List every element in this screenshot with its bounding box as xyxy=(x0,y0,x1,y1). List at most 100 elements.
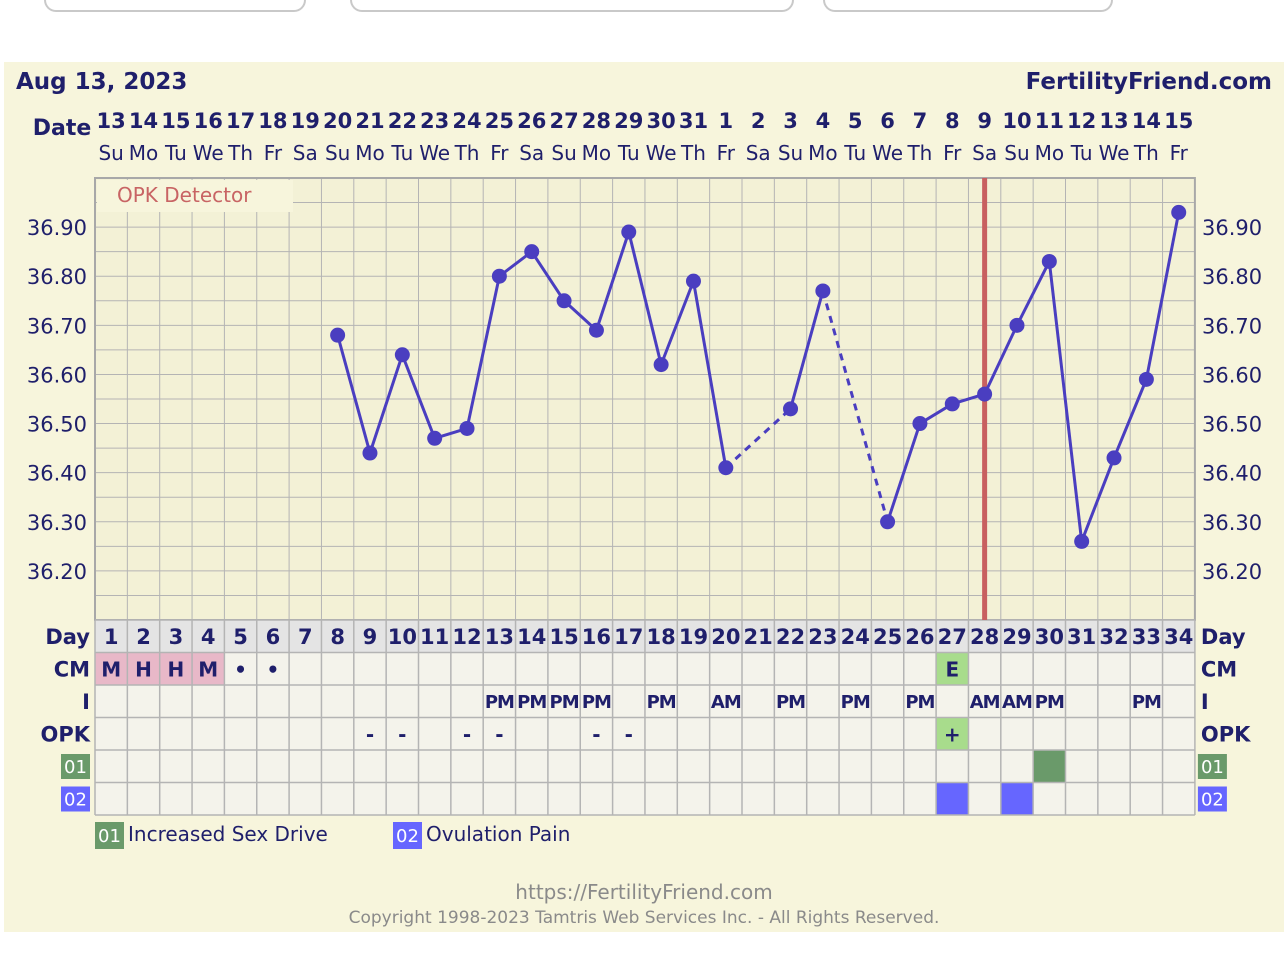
temperature-point xyxy=(653,357,669,373)
weekday-tick-label: Tu xyxy=(164,141,187,165)
intercourse-value: AM xyxy=(711,692,741,713)
cycle-day-label: 26 xyxy=(905,625,934,649)
custom02-cell xyxy=(1000,782,1034,815)
cm-value: M xyxy=(198,658,218,682)
temperature-point xyxy=(685,273,701,289)
weekday-tick-label: Su xyxy=(551,141,576,165)
weekday-tick-label: Mo xyxy=(355,141,385,165)
intercourse-value: PM xyxy=(1132,692,1161,713)
y-tick-label-right: 36.70 xyxy=(1202,314,1262,338)
row-label-opk-left: OPK xyxy=(40,723,90,747)
weekday-tick-label: Th xyxy=(227,141,253,165)
cycle-day-label: 30 xyxy=(1035,625,1064,649)
row-label-opk-right: OPK xyxy=(1201,723,1251,747)
weekday-tick-label: Th xyxy=(906,141,932,165)
temperature-point xyxy=(330,327,346,343)
temperature-point xyxy=(524,244,540,260)
date-tick-label: 26 xyxy=(517,109,546,133)
top-tab-right[interactable] xyxy=(823,0,1113,12)
cycle-day-label: 18 xyxy=(647,625,676,649)
y-tick-label-right: 36.50 xyxy=(1202,413,1262,437)
opk-value: - xyxy=(398,723,406,747)
date-tick-label: 28 xyxy=(582,109,611,133)
row-label-day-left: Day xyxy=(45,625,90,649)
legend-label-02: Ovulation Pain xyxy=(426,822,570,846)
date-tick-label: 1 xyxy=(719,109,734,133)
row-label-cm-right: CM xyxy=(1201,658,1237,682)
cycle-day-label: 27 xyxy=(938,625,967,649)
cycle-day-label: 4 xyxy=(201,625,216,649)
cm-value: H xyxy=(135,658,152,682)
legend-code-02: 02 xyxy=(396,826,419,847)
row-badge-02-right xyxy=(1197,786,1227,812)
weekday-tick-label: Mo xyxy=(1035,141,1065,165)
date-tick-label: 7 xyxy=(913,109,928,133)
cycle-day-label: 3 xyxy=(169,625,184,649)
temperature-point xyxy=(394,347,410,363)
date-tick-label: 27 xyxy=(549,109,578,133)
date-tick-label: 13 xyxy=(97,109,126,133)
temperature-point xyxy=(977,386,993,402)
weekday-tick-label: Mo xyxy=(582,141,612,165)
weekday-tick-label: Fr xyxy=(264,141,283,165)
cycle-day-label: 2 xyxy=(136,625,151,649)
temperature-segment xyxy=(530,250,566,302)
row-label-intercourse-left: I xyxy=(82,690,90,714)
weekday-tick-label: We xyxy=(646,141,677,165)
weekday-tick-label: Su xyxy=(1004,141,1029,165)
date-tick-label: 16 xyxy=(194,109,223,133)
temperature-segment xyxy=(983,324,1019,395)
cycle-day-label: 33 xyxy=(1132,625,1161,649)
temperature-segment xyxy=(400,354,437,439)
cm-value: • xyxy=(234,658,247,682)
chart-date-title: Aug 13, 2023 xyxy=(16,69,187,95)
cycle-day-label: 34 xyxy=(1164,625,1193,649)
top-tab-left[interactable] xyxy=(44,0,306,12)
intercourse-value: PM xyxy=(905,692,934,713)
cycle-day-label: 5 xyxy=(233,625,248,649)
cycle-day-label: 22 xyxy=(776,625,805,649)
opk-value: - xyxy=(592,723,600,747)
cycle-day-label: 8 xyxy=(330,625,345,649)
cm-cell-pink xyxy=(192,652,225,685)
y-tick-label-left: 36.60 xyxy=(27,363,87,387)
date-tick-label: 4 xyxy=(816,109,831,133)
cycle-day-label: 31 xyxy=(1067,625,1096,649)
custom01-cell xyxy=(1033,750,1066,783)
temperature-point xyxy=(783,401,799,417)
weekday-tick-label: We xyxy=(1099,141,1130,165)
temperature-point xyxy=(362,445,378,461)
weekday-tick-label: Tu xyxy=(843,141,866,165)
cycle-day-label: 24 xyxy=(841,625,870,649)
date-tick-label: 14 xyxy=(129,109,158,133)
temperature-point xyxy=(459,420,475,436)
cycle-day-label: 1 xyxy=(104,625,119,649)
y-tick-label-right: 36.60 xyxy=(1202,363,1262,387)
cycle-day-label: 29 xyxy=(1002,625,1031,649)
top-tab-middle[interactable] xyxy=(350,0,794,12)
weekday-tick-label: We xyxy=(419,141,450,165)
intercourse-value: PM xyxy=(841,692,870,713)
y-tick-label-left: 36.70 xyxy=(27,314,87,338)
cm-cell-green xyxy=(936,652,969,685)
cm-value: M xyxy=(101,658,121,682)
cycle-day-label: 32 xyxy=(1099,625,1128,649)
date-tick-label: 18 xyxy=(258,109,287,133)
row-label-01-right: 01 xyxy=(1201,757,1224,778)
y-tick-label-left: 36.80 xyxy=(27,265,87,289)
custom02-cell xyxy=(936,782,969,815)
y-tick-label-left: 36.50 xyxy=(27,413,87,437)
intercourse-value: PM xyxy=(776,692,805,713)
legend-swatch-02 xyxy=(393,822,422,849)
temperature-point xyxy=(815,283,831,299)
footer-url[interactable]: https://FertilityFriend.com xyxy=(515,880,772,904)
cycle-day-label: 14 xyxy=(517,625,546,649)
date-tick-label: 23 xyxy=(420,109,449,133)
temperature-segment xyxy=(1112,378,1148,459)
date-tick-label: 3 xyxy=(783,109,798,133)
cycle-day-label: 7 xyxy=(298,625,313,649)
temperature-point xyxy=(1138,371,1154,387)
temperature-segment xyxy=(1015,260,1051,327)
detector-label: OPK Detector xyxy=(117,183,252,207)
temperature-segment xyxy=(627,231,663,365)
